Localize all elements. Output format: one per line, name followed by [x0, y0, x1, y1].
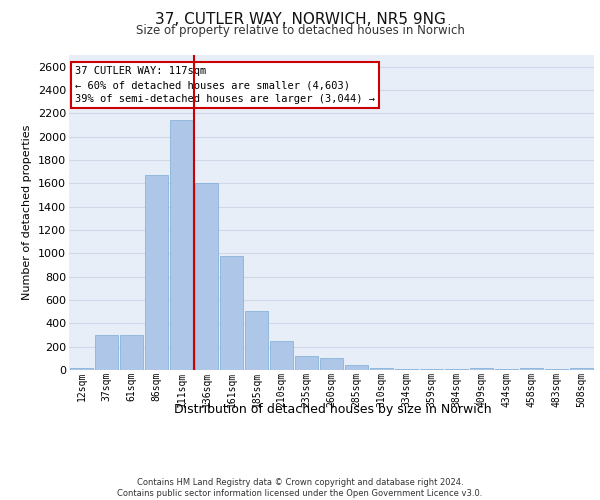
Bar: [320, 358, 343, 370]
Text: Distribution of detached houses by size in Norwich: Distribution of detached houses by size …: [174, 402, 492, 415]
Bar: [470, 368, 493, 370]
Bar: [395, 369, 418, 370]
Bar: [145, 175, 168, 370]
Text: 37, CUTLER WAY, NORWICH, NR5 9NG: 37, CUTLER WAY, NORWICH, NR5 9NG: [155, 12, 445, 28]
Bar: [370, 368, 393, 370]
Bar: [570, 368, 593, 370]
Bar: [70, 368, 93, 370]
Bar: [245, 310, 268, 370]
Bar: [520, 368, 543, 370]
Bar: [95, 335, 118, 370]
Bar: [295, 356, 318, 370]
Bar: [120, 335, 143, 370]
Bar: [195, 184, 218, 370]
Text: 37 CUTLER WAY: 117sqm
← 60% of detached houses are smaller (4,603)
39% of semi-d: 37 CUTLER WAY: 117sqm ← 60% of detached …: [76, 66, 376, 104]
Y-axis label: Number of detached properties: Number of detached properties: [22, 125, 32, 300]
Bar: [170, 120, 193, 370]
Text: Contains HM Land Registry data © Crown copyright and database right 2024.
Contai: Contains HM Land Registry data © Crown c…: [118, 478, 482, 498]
Bar: [270, 342, 293, 370]
Bar: [220, 256, 243, 370]
Bar: [345, 365, 368, 370]
Text: Size of property relative to detached houses in Norwich: Size of property relative to detached ho…: [136, 24, 464, 37]
